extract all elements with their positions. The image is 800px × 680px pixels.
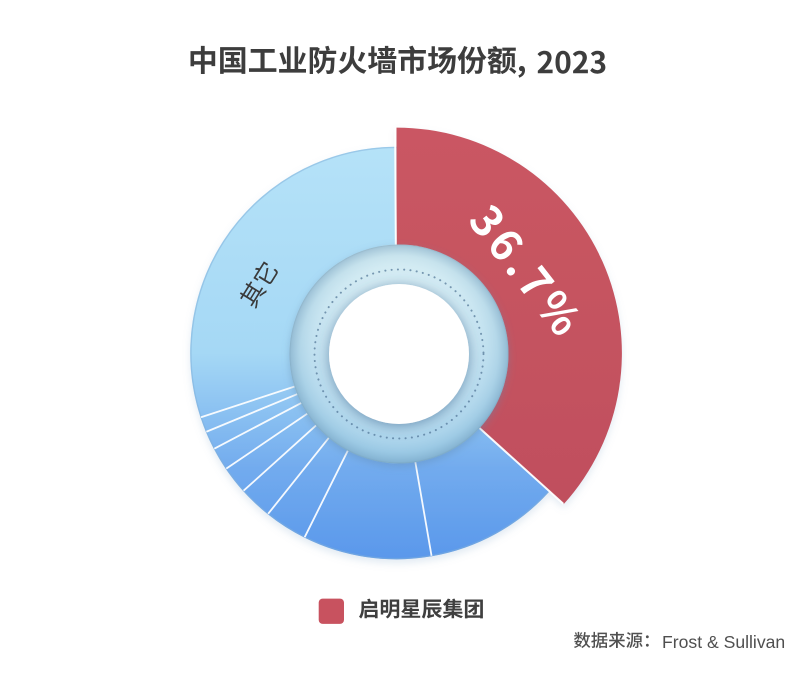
svg-text:Frost & Sullivan: Frost & Sullivan [662,632,785,652]
